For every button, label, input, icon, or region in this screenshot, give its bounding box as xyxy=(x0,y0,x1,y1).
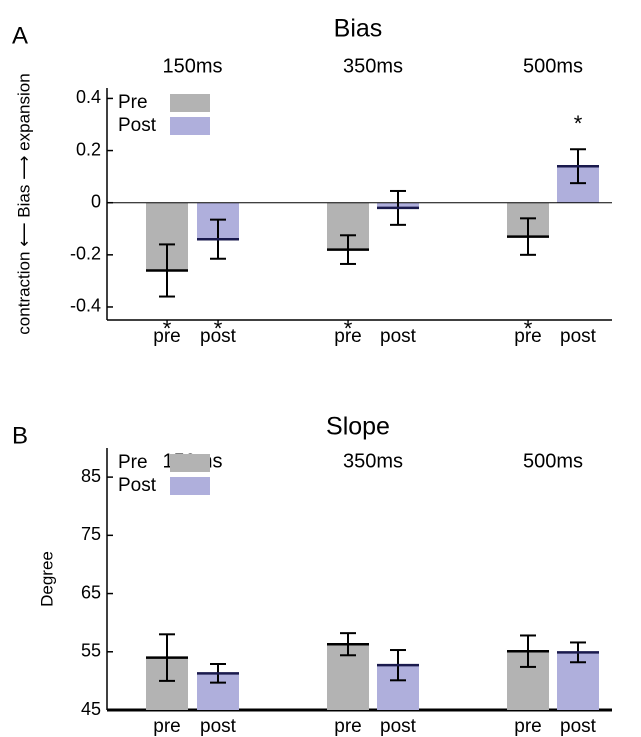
group-label: 500ms xyxy=(523,450,583,472)
y-tick-label: 55 xyxy=(81,641,101,661)
x-tick-label: pre xyxy=(514,326,541,347)
y-tick-label: 0.2 xyxy=(76,139,101,159)
chart-title: Slope xyxy=(326,413,390,441)
legend-swatch xyxy=(170,454,210,472)
chart-title: Bias xyxy=(334,15,383,43)
panel-letter: B xyxy=(12,422,28,449)
group-label: 150ms xyxy=(162,55,222,77)
x-tick-label: post xyxy=(200,326,237,347)
y-tick-label: 85 xyxy=(81,466,101,486)
x-tick-label: post xyxy=(200,716,237,737)
legend-swatch xyxy=(170,477,210,495)
x-tick-label: pre xyxy=(153,716,180,737)
significance-marker: * xyxy=(524,316,533,341)
y-tick-label: 75 xyxy=(81,524,101,544)
x-tick-label: post xyxy=(560,326,597,347)
y-tick-label: -0.2 xyxy=(70,244,101,264)
group-label: 350ms xyxy=(343,55,403,77)
y-tick-label: -0.4 xyxy=(70,296,101,316)
legend-label: Post xyxy=(118,475,157,496)
y-axis-label: contraction ⟵ Bias ⟶ expansion xyxy=(14,73,33,334)
significance-marker: * xyxy=(163,316,172,341)
y-tick-label: 65 xyxy=(81,582,101,602)
x-tick-label: post xyxy=(560,716,597,737)
x-tick-label: pre xyxy=(514,716,541,737)
group-label: 500ms xyxy=(523,55,583,77)
x-tick-label: post xyxy=(380,716,417,737)
y-tick-label: 0.4 xyxy=(76,87,101,107)
x-tick-label: post xyxy=(380,326,417,347)
x-tick-label: pre xyxy=(153,326,180,347)
significance-marker: * xyxy=(214,316,223,341)
significance-marker: * xyxy=(574,111,583,136)
y-axis-label: Degree xyxy=(37,551,56,607)
y-tick-label: 0 xyxy=(91,191,101,211)
x-tick-label: pre xyxy=(334,326,361,347)
significance-marker: * xyxy=(344,316,353,341)
panel-letter: A xyxy=(12,22,28,49)
group-label: 350ms xyxy=(343,450,403,472)
legend-swatch xyxy=(170,117,210,135)
y-tick-label: 45 xyxy=(81,699,101,719)
legend-label: Post xyxy=(118,115,157,136)
legend-label: Pre xyxy=(118,452,148,473)
legend-swatch xyxy=(170,94,210,112)
legend-label: Pre xyxy=(118,92,148,113)
x-tick-label: pre xyxy=(334,716,361,737)
